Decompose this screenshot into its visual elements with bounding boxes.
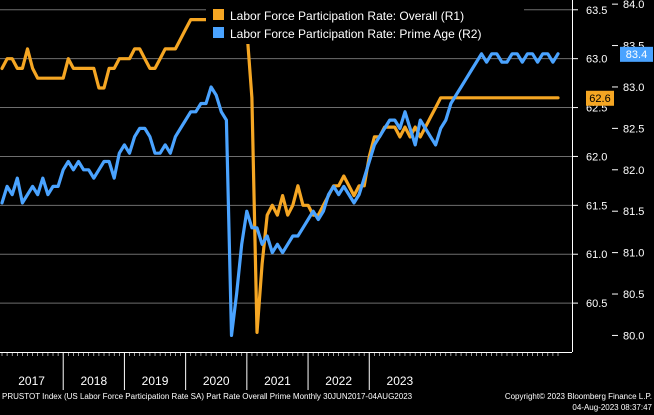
r1-tick-label: 60.5 <box>586 298 607 310</box>
last-value-badge-bg <box>586 90 614 106</box>
gridlines <box>0 9 572 304</box>
r2-tick-label: 82.0 <box>623 165 644 177</box>
legend-background <box>206 4 524 44</box>
year-tick-label: 2017 <box>18 374 45 388</box>
r2-tick-label: 84.0 <box>623 0 644 11</box>
r1-tick-label: 63.0 <box>586 54 607 66</box>
r2-tick-label: 80.5 <box>623 289 644 301</box>
series-lines <box>0 18 560 337</box>
year-tick-label: 2018 <box>80 374 107 388</box>
last-value-label: 83.4 <box>626 49 647 61</box>
r2-tick-label: 82.5 <box>623 123 644 135</box>
last-value-badges: 62.6 83.4 <box>586 46 653 106</box>
r1-tick-label: 63.5 <box>586 5 607 17</box>
r1-tick-label: 61.5 <box>586 200 607 212</box>
legend-swatch-prime-age <box>213 27 224 38</box>
right-axis: 63.563.062.562.061.561.060.584.083.583.0… <box>572 0 644 352</box>
year-tick-label: 2021 <box>264 374 291 388</box>
legend-swatch-overall <box>213 9 224 20</box>
legend-label-prime-age: Labor Force Participation Rate: Prime Ag… <box>230 27 481 41</box>
series-line-overall <box>0 18 560 334</box>
year-tick-label: 2023 <box>387 374 414 388</box>
r2-tick-label: 80.0 <box>623 330 644 342</box>
bottom-axis: 2017 2018 2019 2020 2021 2022 2023 <box>0 352 572 390</box>
last-value-label: 62.6 <box>589 93 610 105</box>
year-tick-label: 2019 <box>142 374 169 388</box>
footer-source-text: PRUSTOT Index (US Labor Force Participat… <box>2 392 413 401</box>
footer-copyright-text: Copyright© 2023 Bloomberg Finance L.P. <box>505 392 652 401</box>
footer-timestamp-text: 04-Aug-2023 08:37:47 <box>572 403 652 412</box>
r1-tick-label: 62.0 <box>586 151 607 163</box>
r2-tick-label: 81.0 <box>623 248 644 260</box>
last-value-badge-bg <box>620 46 653 62</box>
r2-tick-label: 83.0 <box>623 82 644 94</box>
r2-tick-label: 81.5 <box>623 206 644 218</box>
year-tick-label: 2020 <box>203 374 230 388</box>
legend: Labor Force Participation Rate: Overall … <box>206 4 524 44</box>
footer: PRUSTOT Index (US Labor Force Participat… <box>2 392 653 412</box>
year-tick-label: 2022 <box>325 374 352 388</box>
series-line-prime-age <box>0 52 560 337</box>
legend-label-overall: Labor Force Participation Rate: Overall … <box>230 9 464 23</box>
r1-tick-label: 61.0 <box>586 249 607 261</box>
